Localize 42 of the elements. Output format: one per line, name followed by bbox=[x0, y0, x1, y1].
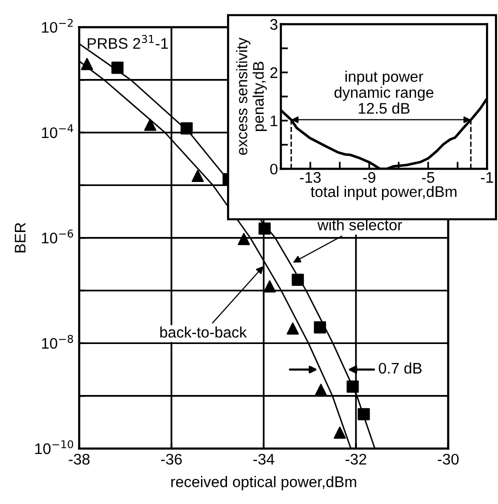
annotation: PRBS 2$^{31}$-1 bbox=[88, 34, 168, 49]
y-tick-label: 2 bbox=[270, 67, 278, 78]
y-tick-label: 10$^{−6}$ bbox=[42, 230, 74, 244]
y-tick-label: 10$^{−8}$ bbox=[42, 334, 74, 349]
point bbox=[358, 408, 370, 420]
x-tick-label: -13 bbox=[300, 172, 321, 183]
x-tick-label: -36 bbox=[161, 454, 182, 465]
x-axis-title: received optical power,dBm bbox=[171, 476, 356, 490]
x-tick-label: -5 bbox=[422, 172, 434, 183]
point bbox=[80, 58, 94, 70]
point bbox=[292, 274, 304, 286]
x-tick-label: -34 bbox=[253, 454, 274, 465]
x-tick-label: -1 bbox=[480, 172, 494, 183]
y-tick-label: 1 bbox=[270, 116, 278, 126]
point bbox=[314, 321, 326, 334]
x-tick-label: -32 bbox=[346, 454, 366, 465]
point bbox=[314, 384, 327, 396]
x-tick-label: -30 bbox=[438, 454, 459, 465]
x-tick-label: -9 bbox=[363, 172, 376, 183]
y-tick-label: 10$^{−4}$ bbox=[42, 124, 74, 138]
point bbox=[286, 322, 299, 335]
point bbox=[346, 380, 359, 393]
y-tick-label: 10$^{−2}$ bbox=[42, 18, 73, 33]
y-axis-title: BER bbox=[14, 222, 26, 252]
annotation: with selector bbox=[317, 219, 402, 230]
point bbox=[192, 170, 204, 182]
x-axis-title: total input power,dBm bbox=[310, 186, 456, 200]
annotation: input power dynamic range 12.5 dB bbox=[334, 70, 434, 114]
y-tick-label: 3 bbox=[270, 19, 278, 30]
x-tick-label: -38 bbox=[68, 454, 90, 465]
y-tick-label: 0 bbox=[270, 164, 278, 175]
y-axis-title: excess sensitivity penalty,dB bbox=[236, 38, 267, 155]
point bbox=[264, 280, 276, 292]
y-tick-label: 10$^{−10}$ bbox=[35, 440, 74, 454]
annotation: back-to-back bbox=[160, 326, 247, 338]
point bbox=[238, 232, 250, 246]
point bbox=[144, 118, 156, 131]
point bbox=[258, 222, 271, 235]
point bbox=[334, 426, 346, 439]
point bbox=[180, 122, 193, 134]
annotation: 0.7 dB bbox=[378, 362, 422, 374]
point bbox=[111, 62, 124, 74]
